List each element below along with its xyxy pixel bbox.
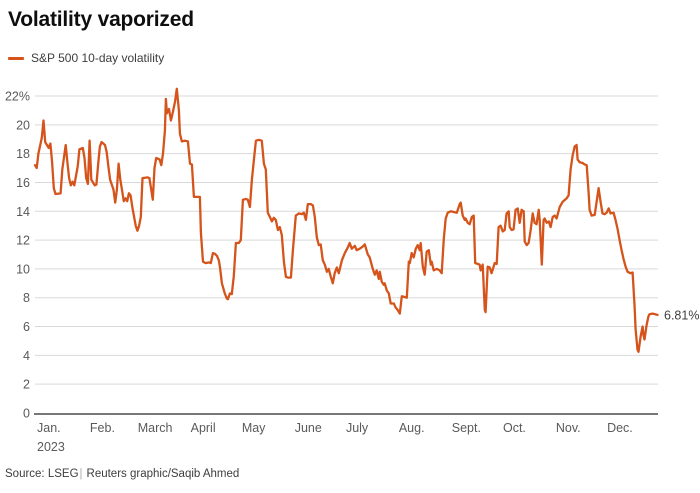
- legend: S&P 500 10-day volatility: [8, 51, 164, 65]
- x-axis-label: June: [295, 421, 322, 435]
- x-axis-label: April: [191, 421, 216, 435]
- x-axis-label: March: [138, 421, 173, 435]
- legend-label: S&P 500 10-day volatility: [31, 51, 165, 65]
- x-axis-label: July: [346, 421, 369, 435]
- y-axis-label: 10: [16, 262, 30, 276]
- source-credit: Reuters graphic/Saqib Ahmed: [86, 468, 240, 480]
- legend-line-swatch: [8, 56, 24, 60]
- x-axis-label: Jan.: [37, 421, 61, 435]
- y-axis-label: 22%: [5, 90, 30, 104]
- y-axis-label: 6: [23, 320, 30, 334]
- source-prefix: Source: LSEG: [5, 468, 79, 480]
- x-axis-year-label: 2023: [37, 440, 65, 454]
- y-axis-label: 14: [16, 205, 30, 219]
- x-axis-label: May: [242, 421, 266, 435]
- y-axis-label: 4: [23, 349, 30, 363]
- y-axis-label: 18: [16, 147, 30, 161]
- x-axis-label: Nov.: [556, 421, 581, 435]
- source-note: Source: LSEG| Reuters graphic/Saqib Ahmed: [5, 468, 239, 480]
- volatility-line: [33, 87, 659, 353]
- y-axis-label: 20: [16, 118, 30, 132]
- chart-title: Volatility vaporized: [8, 8, 194, 31]
- last-value-label: 6.81%: [664, 308, 699, 322]
- x-axis-label: Feb.: [90, 421, 115, 435]
- y-axis-label: 16: [16, 176, 30, 190]
- x-axis-label: Dec.: [607, 421, 633, 435]
- x-axis-label: Oct.: [503, 421, 526, 435]
- source-separator: |: [79, 468, 83, 480]
- x-axis-label: Aug.: [399, 421, 425, 435]
- y-axis-label: 8: [23, 291, 30, 305]
- y-axis-label: 12: [16, 234, 30, 248]
- y-axis-label: 2: [23, 378, 30, 392]
- y-axis-zero-label: 0: [23, 407, 30, 421]
- x-axis-label: Sept.: [452, 421, 481, 435]
